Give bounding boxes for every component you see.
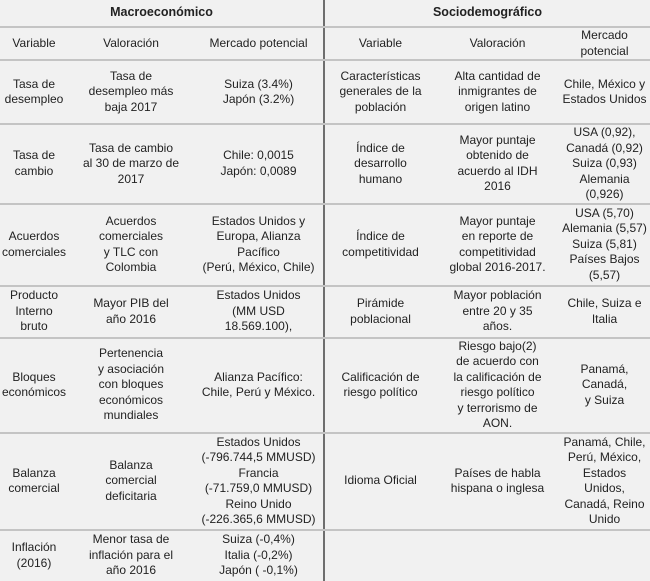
variable-cell: Bloques económicos <box>0 337 68 434</box>
variable-cell: Índice de competitividad <box>324 203 436 287</box>
mercado-cell: Suiza (-0,4%) Italia (-0,2%) Japón ( -0,… <box>194 529 325 581</box>
variable-cell: Índice de desarrollo humano <box>324 124 436 205</box>
mercado-cell: Estados Unidos (-796.744,5 MMUSD) Franci… <box>194 432 325 531</box>
column-header-mercado: Mercado potencial <box>194 27 325 61</box>
mercado-cell: Chile, Suiza e Italia <box>559 285 650 339</box>
table-row: Balanza comercial Balanza comercial defic… <box>0 432 650 531</box>
mercado-cell: Estados Unidos (MM USD 18.569.100), <box>194 285 325 339</box>
variable-cell: Balanza comercial <box>0 432 68 531</box>
valoracion-cell: Alta cantidad de inmigrantes de origen l… <box>436 60 559 125</box>
column-header-variable: Variable <box>324 27 436 61</box>
variable-cell: Producto Interno bruto <box>0 285 68 339</box>
group-header-macroeconomic: Macroeconómico <box>0 0 325 28</box>
variable-cell: Inflación (2016) <box>11 540 57 570</box>
valoracion-cell: Menor tasa de inflación para el año 2016 <box>88 532 174 578</box>
valoracion-cell <box>436 530 559 581</box>
valoracion-cell: Países de habla hispana o inglesa <box>436 432 559 531</box>
table-row: Tasa de cambio Tasa de cambio al 30 de ma… <box>0 124 650 205</box>
variable-cell: Idioma Oficial <box>324 432 436 531</box>
column-header-mercado: Mercado potencial <box>559 27 650 61</box>
mercado-cell <box>559 530 650 581</box>
mercado-cell: Panamá, Canadá, y Suiza <box>559 337 650 434</box>
mercado-cell: USA (5,70) Alemania (5,57) Suiza (5,81) … <box>559 203 650 287</box>
variable-cell: Pirámide poblacional <box>324 285 436 339</box>
valoracion-cell: Tasa de cambio al 30 de marzo de 2017 <box>68 124 194 205</box>
mercado-cell: Estados Unidos y Europa, Alianza Pacífic… <box>194 203 325 287</box>
valoracion-cell: Mayor puntaje obtenido de acuerdo al IDH… <box>436 124 559 205</box>
mercado-cell: USA (0,92), Canadá (0,92) Suiza (0,93) A… <box>559 124 650 205</box>
table-row: Acuerdos comerciales Acuerdos comerciales… <box>0 203 650 287</box>
mercado-cell: Chile, México y Estados Unidos <box>559 60 650 125</box>
valoracion-cell: Acuerdos comerciales y TLC con Colombia <box>68 203 194 287</box>
mercado-cell: Panamá, Chile, Perú, México, Estados Uni… <box>559 432 650 531</box>
valoracion-cell: Tasa de desempleo más baja 2017 <box>68 60 194 125</box>
table-row: Inflación (2016) Menor tasa de inflación … <box>0 529 650 581</box>
valoracion-cell: Riesgo bajo(2) de acuerdo con la calific… <box>436 337 559 434</box>
table-row: Tasa de desempleo Tasa de desempleo más b… <box>0 60 650 125</box>
variable-cell: Tasa de cambio <box>0 124 68 205</box>
valoracion-cell: Mayor población entre 20 y 35 años. <box>436 285 559 339</box>
column-header-valoracion: Valoración <box>436 27 559 61</box>
valoracion-cell: Mayor PIB del año 2016 <box>68 285 194 339</box>
mercado-cell: Alianza Pacífico: Chile, Perú y México. <box>194 337 325 434</box>
column-header-variable: Variable <box>0 27 68 61</box>
variable-cell: Acuerdos comerciales <box>0 203 68 287</box>
valoracion-cell: Pertenencia y asociación con bloques eco… <box>68 337 194 434</box>
table-row: Producto Interno bruto Mayor PIB del año … <box>0 285 650 339</box>
table-row: Bloques económicos Pertenencia y asociaci… <box>0 337 650 434</box>
group-header-sociodemographic: Sociodemográfico <box>324 0 650 28</box>
valoracion-cell: Mayor puntaje en reporte de competitivid… <box>436 203 559 287</box>
variable-cell: Calificación de riesgo político <box>324 337 436 434</box>
column-header-valoracion: Valoración <box>68 27 194 61</box>
variable-cell <box>324 530 436 581</box>
variable-cell: Tasa de desempleo <box>0 60 68 125</box>
mercado-cell: Chile: 0,0015 Japón: 0,0089 <box>194 124 325 205</box>
valoracion-cell: Balanza comercial deficitaria <box>68 432 194 531</box>
variable-cell: Características generales de la població… <box>324 60 436 125</box>
mercado-cell: Suiza (3.4%) Japón (3.2%) <box>194 60 325 125</box>
